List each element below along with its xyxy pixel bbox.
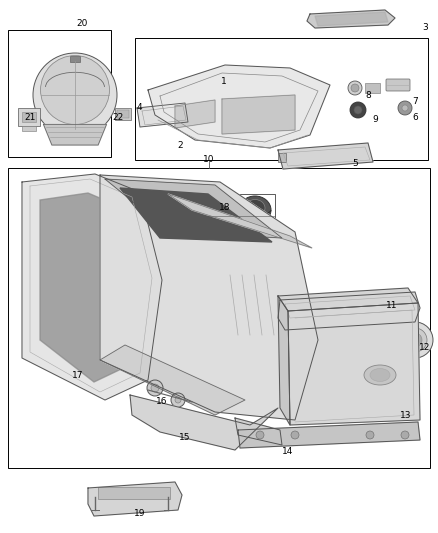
Text: 22: 22 [113, 114, 124, 123]
Polygon shape [278, 143, 373, 169]
Text: 17: 17 [72, 370, 84, 379]
Bar [98, 487, 170, 499]
Text: 7: 7 [412, 98, 418, 107]
Text: 9: 9 [372, 116, 378, 125]
Bar [115, 108, 131, 120]
Polygon shape [175, 100, 215, 128]
Circle shape [33, 53, 117, 137]
Polygon shape [100, 345, 245, 415]
Circle shape [256, 431, 264, 439]
Circle shape [401, 431, 409, 439]
Ellipse shape [239, 196, 271, 224]
Text: 6: 6 [412, 114, 418, 123]
Text: 1: 1 [221, 77, 227, 86]
Circle shape [350, 102, 366, 118]
Ellipse shape [370, 368, 390, 382]
Polygon shape [120, 188, 272, 242]
Circle shape [354, 106, 362, 114]
Text: 4: 4 [136, 103, 142, 112]
Ellipse shape [203, 196, 235, 224]
Polygon shape [130, 395, 278, 450]
Circle shape [351, 84, 359, 92]
Polygon shape [288, 303, 420, 425]
Bar [365, 83, 380, 93]
Circle shape [397, 322, 433, 358]
Circle shape [147, 380, 163, 396]
Bar [22, 112, 36, 122]
Polygon shape [137, 103, 188, 127]
Polygon shape [222, 95, 295, 134]
Polygon shape [307, 10, 395, 28]
Text: 16: 16 [156, 398, 168, 407]
Polygon shape [278, 292, 420, 330]
Polygon shape [235, 418, 282, 445]
Text: 21: 21 [25, 114, 35, 123]
Polygon shape [315, 12, 388, 26]
Polygon shape [43, 124, 106, 145]
Circle shape [402, 105, 408, 111]
Text: 8: 8 [365, 91, 371, 100]
Ellipse shape [209, 199, 229, 216]
Polygon shape [22, 174, 162, 400]
Text: 10: 10 [203, 156, 215, 165]
Bar [278, 153, 286, 162]
Polygon shape [278, 288, 418, 311]
Text: 11: 11 [386, 302, 398, 311]
Bar [135, 38, 428, 160]
FancyBboxPatch shape [386, 79, 410, 91]
Circle shape [403, 328, 427, 352]
Polygon shape [105, 179, 282, 238]
Circle shape [348, 81, 362, 95]
Text: 13: 13 [400, 410, 412, 419]
Polygon shape [168, 194, 312, 248]
Circle shape [151, 384, 159, 392]
Text: 20: 20 [76, 20, 88, 28]
Text: 12: 12 [419, 343, 431, 351]
Bar [70, 56, 80, 62]
Polygon shape [88, 482, 182, 516]
Polygon shape [278, 296, 290, 425]
Bar [22, 126, 36, 131]
Bar [117, 110, 129, 118]
Polygon shape [40, 193, 148, 382]
Polygon shape [148, 65, 330, 148]
Bar [8, 168, 430, 468]
Text: 14: 14 [283, 448, 294, 456]
Circle shape [398, 101, 412, 115]
Circle shape [171, 393, 185, 407]
Bar [18, 108, 40, 126]
Circle shape [41, 55, 110, 124]
Text: 3: 3 [422, 23, 428, 33]
Polygon shape [100, 175, 318, 420]
Text: 15: 15 [179, 433, 191, 442]
Circle shape [175, 397, 181, 403]
Ellipse shape [364, 365, 396, 385]
Ellipse shape [245, 199, 265, 216]
Bar [199, 194, 275, 226]
Text: 5: 5 [352, 158, 358, 167]
Bar [8, 30, 111, 157]
Circle shape [408, 333, 422, 347]
Polygon shape [238, 422, 420, 448]
Text: 19: 19 [134, 510, 146, 519]
Circle shape [366, 431, 374, 439]
Text: 2: 2 [177, 141, 183, 149]
Text: 18: 18 [219, 203, 231, 212]
Circle shape [291, 431, 299, 439]
